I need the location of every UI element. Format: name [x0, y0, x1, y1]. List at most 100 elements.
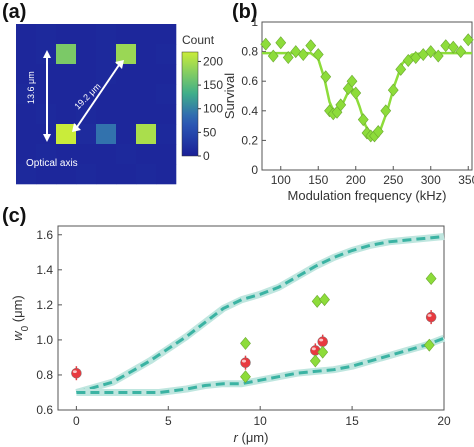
heatmap-cell — [56, 124, 77, 145]
lower-bound-curve — [76, 336, 445, 394]
waist-point-red-highlight — [319, 338, 324, 342]
heatmap-cell — [96, 104, 117, 125]
plot-frame — [261, 21, 473, 171]
x-tick-label: 0 — [73, 414, 80, 428]
heatmap-cell — [156, 64, 177, 85]
survival-point — [275, 36, 287, 50]
heatmap-cell — [136, 164, 157, 185]
heatmap-cell — [156, 144, 177, 165]
heatmap-cell — [136, 24, 157, 45]
heatmap-cell — [76, 44, 97, 65]
colorbar-gradient — [181, 51, 199, 157]
survival-point — [357, 113, 369, 127]
survival-point — [440, 39, 452, 53]
waist-point-red-highlight — [311, 347, 316, 351]
survival-point — [297, 48, 309, 62]
heatmap-cell — [16, 144, 37, 165]
heatmap-cell — [16, 44, 37, 65]
waist-point-red — [425, 311, 437, 323]
heatmap-cell — [36, 24, 57, 45]
y-tick-label: 1 — [251, 15, 258, 29]
survival-point — [346, 74, 358, 88]
heatmap-cell — [16, 164, 37, 185]
heatmap-cell — [136, 124, 157, 145]
waist-point-green — [423, 338, 435, 352]
heatmap-cell — [96, 84, 117, 105]
heatmap-cell — [16, 104, 37, 125]
x-tick-label: 150 — [308, 173, 328, 187]
waist-point-green — [309, 354, 321, 368]
survival-point — [312, 48, 324, 62]
heatmap-cell — [96, 44, 117, 65]
panel-label-a: (a) — [2, 1, 26, 23]
lower-bound-band — [76, 334, 446, 396]
colorbar-ticks: 200 150 100 50 0 — [198, 54, 223, 163]
heatmap-cell — [116, 84, 137, 105]
arrow-head-icon — [115, 60, 124, 69]
heatmap-cell — [56, 104, 77, 125]
y-tick-label: 1.0 — [36, 333, 53, 347]
colorbar — [181, 51, 199, 157]
heatmap-cell — [96, 144, 117, 165]
x-tick-label: 250 — [383, 173, 403, 187]
heatmap-cell — [116, 144, 137, 165]
heatmap-cell — [56, 64, 77, 85]
heatmap-cell — [56, 164, 77, 185]
heatmap-cell — [136, 64, 157, 85]
heatmap-cell — [136, 144, 157, 165]
survival-point — [267, 49, 279, 63]
survival-point — [447, 40, 459, 54]
bound-curves — [75, 233, 446, 396]
y-tick-label: 0.2 — [241, 133, 258, 147]
heatmap-cell — [56, 84, 77, 105]
heatmap-cell — [136, 84, 157, 105]
waist-point-green — [240, 336, 251, 350]
survival-point — [260, 37, 272, 51]
heatmap-cell — [36, 164, 57, 185]
survival-point — [372, 125, 384, 138]
axis-ticks: 100 150 200 250 300 350 0 0.2 0.4 0.6 0.8 1 — [241, 15, 474, 187]
survival-panel: 100 150 200 250 300 350 0 0.2 0.4 0.6 0.8 1 Surviva… — [222, 15, 474, 203]
heatmap-cell — [76, 64, 97, 85]
heatmap-cell — [16, 84, 37, 105]
upper-bound-curve — [75, 235, 445, 394]
optical-axis-label: Optical axis — [26, 158, 78, 169]
survival-point — [320, 70, 332, 84]
axis-ticks: 0 5 10 15 20 0.6 0.8 1.0 1.2 1.4 1.6 — [36, 228, 451, 428]
survival-point — [380, 104, 392, 118]
heatmap-cell — [16, 64, 37, 85]
data-points — [71, 272, 437, 384]
x-tick-label: 15 — [345, 414, 359, 428]
panel-label-c: (c) — [2, 205, 26, 227]
upper-bound-band — [75, 233, 445, 396]
heatmap-cell — [156, 24, 177, 45]
x-tick-label: 20 — [437, 414, 451, 428]
heatmap-cell — [116, 164, 137, 185]
heatmap-cell — [76, 164, 97, 185]
heatmap-cell — [156, 44, 177, 65]
heatmap-cell — [116, 64, 137, 85]
heatmap-cell — [76, 144, 97, 165]
y-tick-label: 0.6 — [241, 74, 258, 88]
waist-point-green — [317, 345, 329, 359]
y-tick-label: 1.2 — [36, 298, 53, 312]
survival-point — [387, 83, 399, 97]
survival-point — [350, 86, 362, 100]
heatmap-cell — [56, 24, 77, 45]
vertical-distance-label: 13.6 μm — [26, 71, 36, 104]
heatmap-cell — [116, 24, 137, 45]
waist-point-red-highlight — [241, 359, 246, 363]
x-tick-label: 200 — [346, 173, 366, 187]
y-axis-label: w0 (μm) — [10, 295, 31, 341]
y-tick-label: 0.8 — [241, 45, 258, 59]
x-axis-label: Modulation frequency (kHz) — [288, 188, 447, 203]
y-tick-label: 0 — [251, 163, 258, 177]
heatmap-cell — [56, 44, 77, 65]
heatmap-cell — [96, 164, 117, 185]
x-axis-label: r (μm) — [234, 430, 269, 445]
heatmap-cell — [76, 84, 97, 105]
survival-point — [462, 33, 474, 47]
x-tick-label: 5 — [165, 414, 172, 428]
heatmap-cell — [136, 104, 157, 125]
